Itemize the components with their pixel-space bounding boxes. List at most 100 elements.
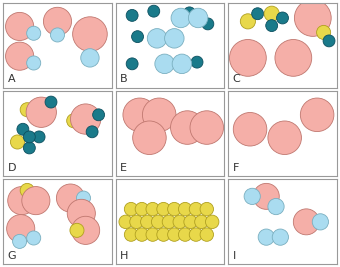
Ellipse shape (67, 199, 95, 227)
Ellipse shape (22, 187, 50, 215)
Ellipse shape (23, 131, 35, 143)
Ellipse shape (272, 229, 288, 245)
Text: D: D (8, 163, 16, 172)
Ellipse shape (71, 216, 100, 244)
Ellipse shape (45, 96, 57, 108)
Ellipse shape (264, 6, 279, 21)
Ellipse shape (124, 202, 138, 216)
Ellipse shape (191, 56, 203, 68)
Ellipse shape (157, 202, 170, 216)
Ellipse shape (27, 231, 41, 245)
Ellipse shape (20, 103, 34, 117)
Ellipse shape (266, 20, 278, 32)
Ellipse shape (151, 215, 165, 229)
Ellipse shape (184, 7, 196, 19)
Ellipse shape (189, 202, 203, 216)
Ellipse shape (27, 26, 41, 40)
Text: E: E (120, 163, 127, 172)
Ellipse shape (92, 109, 105, 121)
Text: G: G (8, 251, 16, 261)
Ellipse shape (165, 29, 184, 48)
Ellipse shape (81, 49, 99, 67)
Ellipse shape (184, 215, 197, 229)
Ellipse shape (258, 229, 274, 245)
Ellipse shape (244, 188, 260, 205)
Ellipse shape (133, 121, 166, 155)
Ellipse shape (140, 215, 154, 229)
Ellipse shape (135, 202, 149, 216)
Ellipse shape (124, 228, 138, 241)
Ellipse shape (268, 121, 302, 155)
Ellipse shape (275, 40, 312, 76)
Ellipse shape (171, 8, 190, 28)
Ellipse shape (8, 187, 36, 215)
Ellipse shape (190, 111, 224, 144)
Ellipse shape (135, 228, 149, 241)
Ellipse shape (76, 191, 90, 205)
Ellipse shape (188, 8, 208, 28)
Ellipse shape (86, 126, 98, 138)
Ellipse shape (20, 183, 34, 198)
Ellipse shape (300, 98, 334, 132)
Ellipse shape (252, 8, 264, 20)
Ellipse shape (73, 17, 107, 52)
Ellipse shape (157, 228, 170, 241)
Text: A: A (8, 74, 15, 84)
Ellipse shape (276, 12, 288, 24)
Ellipse shape (126, 58, 138, 70)
Ellipse shape (27, 56, 41, 70)
Ellipse shape (205, 215, 219, 229)
Ellipse shape (168, 202, 181, 216)
Ellipse shape (56, 184, 85, 212)
Text: B: B (120, 74, 128, 84)
Ellipse shape (5, 12, 34, 41)
Text: H: H (120, 251, 129, 261)
Ellipse shape (146, 202, 159, 216)
Ellipse shape (178, 228, 192, 241)
Ellipse shape (162, 215, 176, 229)
Ellipse shape (253, 183, 279, 209)
Ellipse shape (317, 25, 331, 40)
Ellipse shape (195, 215, 208, 229)
Ellipse shape (7, 215, 35, 243)
Ellipse shape (200, 228, 214, 241)
Ellipse shape (33, 131, 45, 143)
Ellipse shape (67, 114, 81, 128)
Ellipse shape (132, 31, 143, 43)
Ellipse shape (155, 54, 174, 74)
Ellipse shape (178, 202, 192, 216)
Text: I: I (233, 251, 236, 261)
Ellipse shape (172, 54, 192, 74)
Ellipse shape (200, 202, 214, 216)
Ellipse shape (119, 215, 132, 229)
Ellipse shape (26, 97, 56, 127)
Ellipse shape (189, 228, 203, 241)
Ellipse shape (23, 142, 35, 154)
Ellipse shape (294, 0, 331, 36)
Ellipse shape (202, 18, 214, 30)
Ellipse shape (323, 35, 335, 47)
Ellipse shape (168, 228, 181, 241)
Text: C: C (233, 74, 240, 84)
Ellipse shape (13, 234, 27, 248)
Ellipse shape (17, 123, 29, 135)
Ellipse shape (268, 198, 284, 215)
Ellipse shape (146, 228, 159, 241)
Ellipse shape (50, 28, 65, 42)
Ellipse shape (240, 14, 255, 29)
Ellipse shape (126, 9, 138, 21)
Ellipse shape (230, 40, 266, 76)
Ellipse shape (70, 104, 101, 134)
Ellipse shape (11, 135, 24, 149)
Ellipse shape (148, 5, 160, 17)
Ellipse shape (123, 98, 156, 132)
Ellipse shape (70, 223, 84, 237)
Ellipse shape (293, 209, 319, 235)
Ellipse shape (5, 42, 34, 70)
Ellipse shape (171, 111, 204, 144)
Ellipse shape (130, 215, 143, 229)
Text: F: F (233, 163, 239, 172)
Ellipse shape (147, 29, 167, 48)
Ellipse shape (312, 214, 328, 230)
Ellipse shape (173, 215, 186, 229)
